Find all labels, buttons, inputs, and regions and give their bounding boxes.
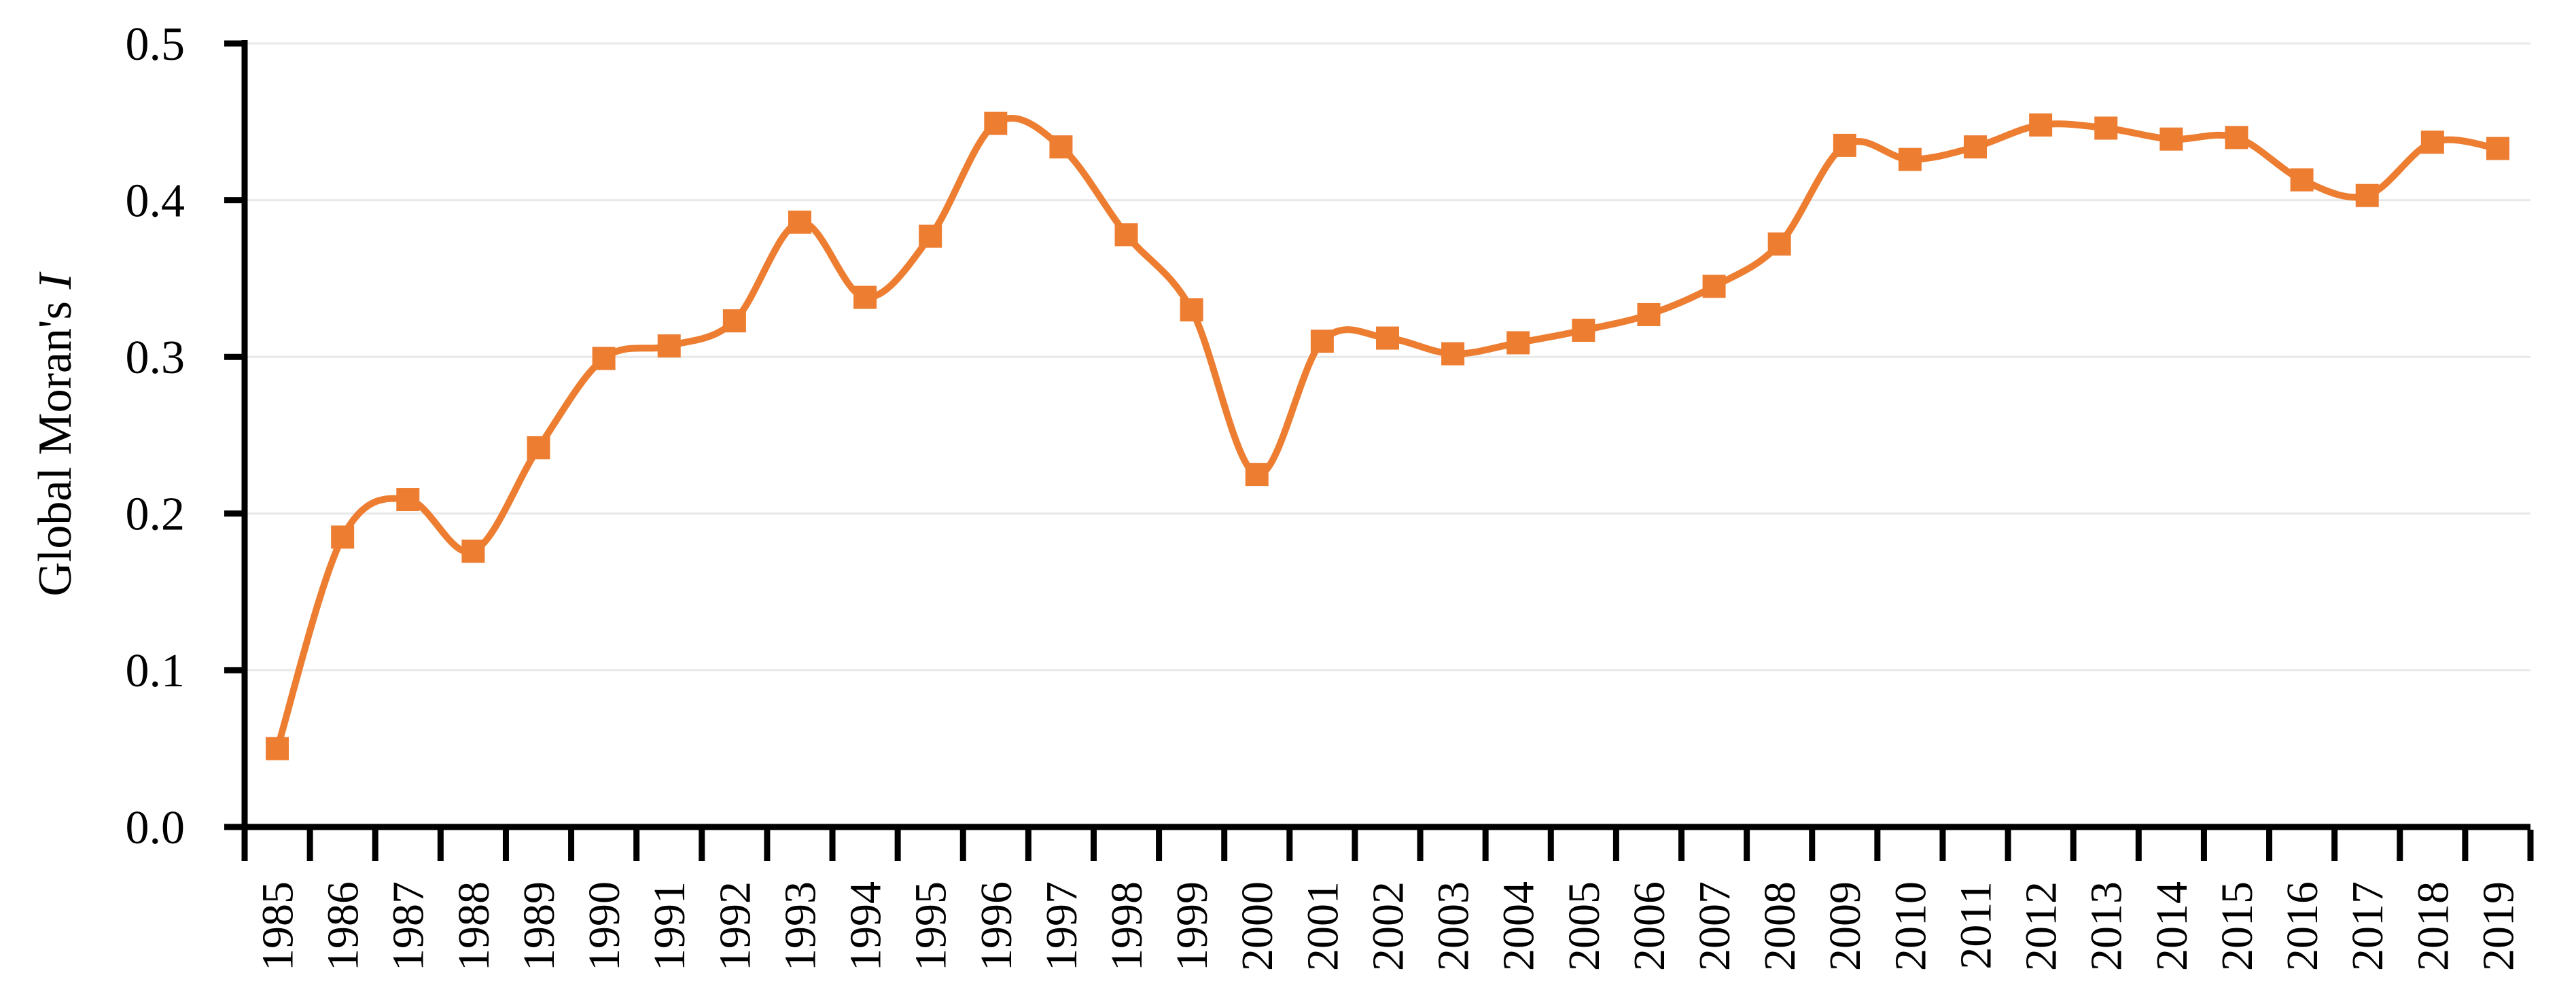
x-tick-label: 1996	[972, 881, 1021, 971]
series-marker	[722, 309, 746, 333]
x-tick-label: 1998	[1102, 881, 1152, 971]
y-axis-title: Global Moran's I	[29, 271, 82, 597]
series-marker	[2486, 137, 2509, 160]
y-tick-label: 0.3	[126, 332, 186, 384]
x-tick-label: 2014	[2147, 881, 2197, 971]
x-tick-label: 1988	[449, 881, 499, 971]
x-tick-label: 1999	[1167, 881, 1217, 971]
series-marker	[1637, 302, 1661, 326]
series-marker	[2029, 113, 2053, 137]
x-tick-label: 2010	[1886, 881, 1935, 971]
x-tick-label: 2000	[1233, 881, 1282, 971]
series-marker	[396, 488, 420, 512]
series-marker	[1114, 223, 1138, 247]
y-tick-label: 0.5	[126, 18, 186, 71]
series-marker	[1376, 326, 1399, 350]
x-tick-label: 2002	[1363, 881, 1413, 971]
x-tick-label: 1994	[841, 881, 891, 971]
series-line	[274, 114, 2501, 752]
x-tick-label: 1987	[384, 881, 434, 971]
x-tick-label: 2004	[1494, 881, 1544, 971]
x-tick-label: 1985	[253, 881, 302, 971]
series-marker	[919, 224, 942, 248]
x-tick-label: 2018	[2408, 881, 2458, 971]
x-tick-label: 2013	[2082, 881, 2132, 971]
series-marker	[853, 285, 877, 309]
x-tick-label: 1990	[580, 881, 629, 971]
series-marker	[1964, 135, 1988, 159]
series-marker	[1245, 463, 1269, 487]
series-marker	[2290, 168, 2314, 192]
y-tick-label: 0.1	[126, 645, 186, 697]
x-tick-label: 1997	[1037, 881, 1087, 971]
series-marker	[1506, 331, 1530, 355]
series-marker	[1833, 133, 1856, 157]
y-axis-title-italic: I	[29, 271, 82, 290]
x-tick-label: 2003	[1429, 881, 1479, 971]
x-tick-label: 2007	[1690, 881, 1740, 971]
x-tick-label: 1995	[906, 881, 956, 971]
series-marker	[2094, 116, 2118, 140]
series-marker	[2159, 127, 2183, 151]
axes-group	[224, 40, 2534, 861]
x-tick-label: 1993	[775, 881, 825, 971]
series-marker	[984, 111, 1008, 135]
y-tick-label: 0.0	[126, 802, 186, 854]
x-tick-label: 2009	[1820, 881, 1870, 971]
x-tick-label: 2016	[2278, 881, 2327, 971]
series-marker	[1767, 232, 1791, 256]
series-marker	[1441, 342, 1465, 366]
series-marker	[2225, 126, 2248, 149]
series-group	[266, 111, 2509, 760]
y-tick-label: 0.2	[126, 489, 186, 541]
x-tick-label: 2011	[1951, 881, 2000, 970]
x-tick-label: 2005	[1559, 881, 1609, 971]
x-tick-label: 1986	[319, 881, 368, 971]
x-tick-label: 2008	[1755, 881, 1805, 971]
y-axis-title-text: Global Moran's	[29, 289, 82, 597]
series-marker	[2420, 130, 2444, 154]
series-marker	[2355, 183, 2379, 207]
series-marker	[527, 436, 550, 459]
series-marker	[1898, 147, 1922, 171]
x-tick-label: 2015	[2212, 881, 2262, 971]
series-marker	[1572, 318, 1595, 342]
series-marker	[331, 525, 355, 549]
gridlines-group	[245, 42, 2530, 671]
x-tick-label: 2006	[1625, 881, 1674, 971]
x-tick-label: 2001	[1298, 881, 1347, 971]
series-marker	[266, 737, 289, 760]
series-marker	[657, 334, 681, 358]
series-marker	[1310, 330, 1334, 353]
x-tick-label: 2012	[2017, 881, 2066, 971]
x-tick-label: 1989	[514, 881, 564, 971]
x-tick-label: 2019	[2473, 881, 2523, 971]
series-marker	[461, 540, 485, 563]
series-marker	[1180, 298, 1203, 322]
x-tick-label: 2017	[2343, 881, 2393, 971]
series-marker	[592, 347, 616, 370]
series-marker	[1702, 275, 1726, 298]
x-tick-label: 1991	[645, 881, 694, 971]
labels-group: 0.0 0.1 0.2 0.3 0.4 0.5 1985 1986 1987 1988 1989 19…	[126, 18, 2524, 971]
series-marker	[1049, 135, 1073, 159]
x-tick-label: 1992	[710, 881, 760, 971]
series-marker	[788, 210, 811, 234]
y-tick-label: 0.4	[126, 175, 186, 227]
